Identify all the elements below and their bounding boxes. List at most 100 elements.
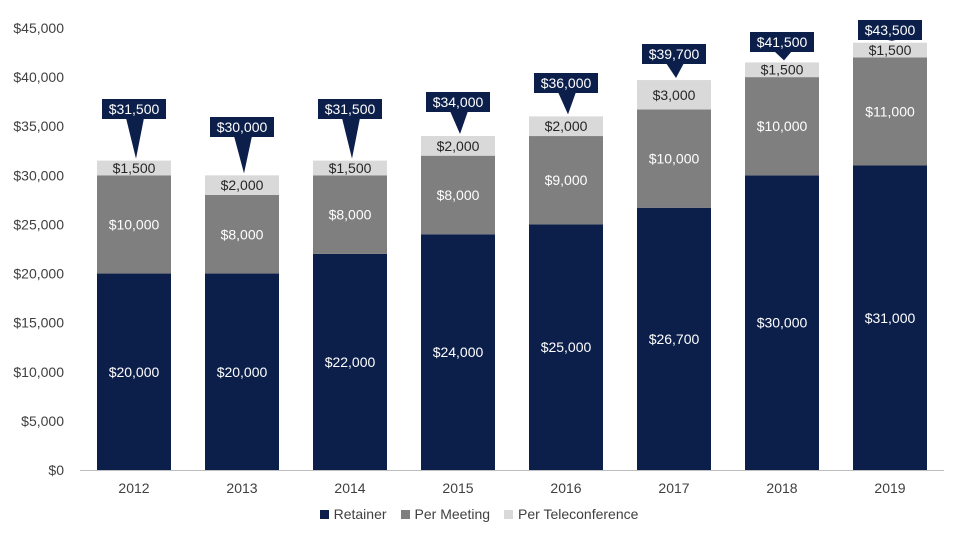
bar-segment-per-meeting	[637, 109, 711, 208]
bar-segment-per-meeting	[529, 136, 603, 225]
legend-swatch-per-meeting	[400, 509, 410, 519]
callout-pointer	[450, 111, 468, 135]
x-tick-label: 2017	[658, 480, 689, 496]
legend-swatch-per-teleconference	[504, 509, 514, 519]
x-tick-label: 2014	[334, 480, 365, 496]
data-label-per-meeting: $8,000	[329, 207, 372, 223]
data-label-per-teleconference: $2,000	[221, 177, 264, 193]
data-label-per-meeting: $10,000	[757, 118, 808, 134]
data-label-per-teleconference: $3,000	[653, 87, 696, 103]
stacked-bar-chart: $0 $5,000 $10,000 $15,000 $20,000 $25,000 $30,…	[13, 20, 944, 496]
callout-box	[858, 20, 922, 40]
callout-total-label: $43,500	[865, 22, 916, 38]
total-callout: $34,000	[426, 92, 490, 135]
y-tick-label: $0	[48, 462, 64, 478]
callout-pointer	[126, 118, 144, 159]
bar-stack: $22,000 $8,000 $1,500	[313, 160, 387, 470]
data-label-retainer: $26,700	[649, 331, 700, 347]
bar-segment-per-meeting	[313, 175, 387, 254]
x-axis: 2012 2013 2014 2015 2016 2017 2018 2019	[80, 470, 944, 496]
y-axis: $0 $5,000 $10,000 $15,000 $20,000 $25,000 $30,…	[13, 20, 64, 478]
data-label-per-meeting: $10,000	[649, 151, 700, 167]
total-callout: $43,500	[858, 20, 922, 41]
bar-segment-retainer	[205, 273, 279, 470]
bar-segment-retainer	[529, 224, 603, 470]
bar-stack: $20,000 $10,000 $1,500	[97, 160, 171, 470]
y-tick-label: $5,000	[21, 413, 64, 429]
bar-stack: $25,000 $9,000 $2,000	[529, 116, 603, 470]
data-label-per-meeting: $11,000	[865, 103, 915, 119]
total-callout: $41,500	[750, 32, 814, 61]
bar-segment-retainer	[421, 234, 495, 470]
y-tick-label: $30,000	[13, 167, 64, 183]
callout-pointer	[234, 136, 252, 174]
callout-box	[102, 99, 166, 119]
callout-box	[318, 99, 382, 119]
total-callout: $31,500	[318, 99, 382, 159]
callout-box	[210, 117, 274, 137]
bar-stack: $26,700 $10,000 $3,000	[637, 80, 711, 470]
data-label-retainer: $20,000	[109, 364, 160, 380]
bar-segment-per-meeting	[97, 175, 171, 274]
bar-segment-per-teleconference	[97, 160, 171, 176]
data-label-per-meeting: $9,000	[545, 172, 588, 188]
callout-box	[534, 73, 598, 93]
data-label-per-meeting: $10,000	[109, 216, 160, 232]
bar-segment-per-meeting	[205, 194, 279, 274]
bar-segment-per-teleconference	[313, 160, 387, 176]
y-tick-label: $20,000	[13, 266, 64, 282]
data-label-per-meeting: $8,000	[437, 187, 480, 203]
y-tick-label: $25,000	[13, 216, 64, 232]
callout-total-label: $31,500	[325, 101, 376, 117]
y-tick-label: $40,000	[13, 69, 64, 85]
legend-item-per-teleconference: Per Teleconference	[504, 506, 638, 522]
bar-stack: $20,000 $8,000 $2,000	[205, 175, 279, 470]
callout-pointer	[666, 63, 684, 79]
legend-item-retainer: Retainer	[319, 506, 387, 522]
total-callout: $39,700	[642, 44, 706, 79]
x-tick-label: 2015	[442, 480, 473, 496]
bar-segment-retainer	[745, 175, 819, 471]
data-label-per-teleconference: $2,000	[437, 138, 480, 154]
legend-label-per-teleconference: Per Teleconference	[518, 506, 639, 522]
y-tick-label: $10,000	[13, 364, 64, 380]
callout-total-label: $31,500	[109, 101, 160, 117]
x-tick-label: 2016	[550, 480, 581, 496]
callout-pointer	[558, 92, 576, 115]
bar-segment-per-teleconference	[421, 136, 495, 156]
callout-total-label: $39,700	[649, 46, 700, 62]
bar-segment-retainer	[853, 165, 927, 470]
bar-segment-per-teleconference	[529, 116, 603, 137]
bar-segment-per-meeting	[421, 155, 495, 235]
bar-segment-per-teleconference	[745, 62, 819, 78]
bar-segment-per-teleconference	[853, 42, 927, 58]
legend: Retainer Per Meeting Per Teleconference	[0, 506, 958, 522]
callout-box	[750, 32, 814, 52]
y-tick-label: $45,000	[13, 20, 64, 36]
data-label-per-teleconference: $1,500	[113, 160, 156, 176]
bar-stack: $31,000 $11,000 $1,500	[853, 42, 927, 470]
bar-segment-retainer	[637, 207, 711, 470]
total-callout: $36,000	[534, 73, 598, 115]
callout-total-label: $36,000	[541, 75, 592, 91]
bar-stack: $30,000 $10,000 $1,500	[745, 62, 819, 471]
callout-total-label: $30,000	[217, 119, 268, 135]
legend-label-per-meeting: Per Meeting	[414, 506, 491, 522]
bar-segment-retainer	[97, 273, 171, 470]
bar-segment-per-meeting	[745, 77, 819, 176]
bar-stack: $24,000 $8,000 $2,000	[421, 136, 495, 470]
data-label-retainer: $30,000	[757, 315, 808, 331]
total-callouts: $31,500 $30,000 $31,500 $34,000 $36,000 $39,7…	[102, 20, 922, 174]
legend-swatch-retainer	[319, 509, 329, 519]
data-label-retainer: $25,000	[541, 339, 592, 355]
data-label-retainer: $31,000	[865, 310, 916, 326]
callout-pointer	[342, 118, 360, 159]
legend-item-per-meeting: Per Meeting	[400, 506, 491, 522]
callout-total-label: $41,500	[757, 34, 808, 50]
data-label-per-teleconference: $2,000	[545, 118, 588, 134]
data-label-retainer: $20,000	[217, 364, 268, 380]
bar-segment-per-teleconference	[637, 80, 711, 110]
x-tick-label: 2012	[118, 480, 149, 496]
data-label-per-teleconference: $1,500	[761, 62, 804, 78]
bar-segment-per-meeting	[853, 57, 927, 166]
